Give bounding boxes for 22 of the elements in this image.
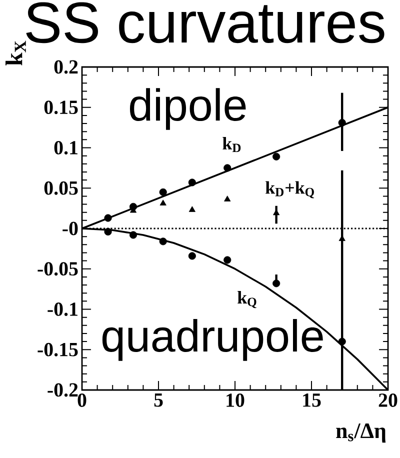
x-tick-label: 15 [303,394,321,407]
y-tick-label: -0 [62,222,78,236]
y-tick-label: 0.1 [54,140,78,155]
annotation: quadrupole [102,319,323,361]
y-tick-label: -0.1 [48,302,78,316]
y-tick-label: -0.2 [48,383,78,397]
annotation: k$_{D}$+k$_{Q}$ [266,181,314,198]
x-tick-label: 5 [154,394,163,407]
y-tick-label: 0.15 [44,100,78,114]
x-tick-label: 20 [378,394,398,407]
y-axis-title: k$_{X}$ [6,40,26,66]
x-tick-label: 10 [226,394,244,407]
y-tick-label: 0.05 [44,181,78,195]
annotation: k$_{Q}$ [238,291,256,308]
y-tick-label: -0.05 [38,262,78,276]
x-tick-label: 0 [78,394,86,407]
annotation: k$_{D}$ [222,136,241,152]
y-tick-label: -0.15 [38,342,78,356]
x-axis-title: n$_{s}$/Δη [336,424,386,443]
y-tick-label: 0.2 [54,60,78,74]
annotation: dipole [130,88,246,130]
chart-title: SS curvatures [26,2,384,44]
